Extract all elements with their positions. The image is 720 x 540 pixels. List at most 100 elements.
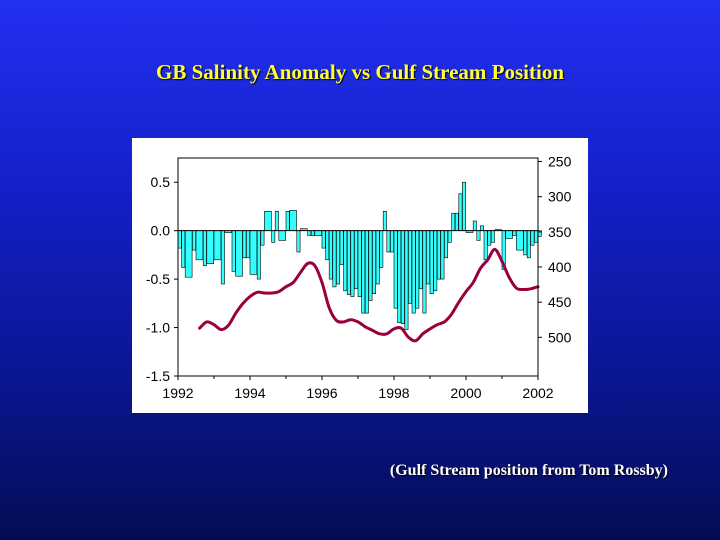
y2-tick-label: 450 (548, 294, 572, 310)
salinity-bar (429, 230, 434, 294)
slide-title: GB Salinity Anomaly vs Gulf Stream Posit… (156, 60, 564, 84)
salinity-bar (382, 211, 387, 232)
salinity-bar (397, 230, 402, 323)
salinity-bar (526, 230, 531, 259)
salinity-bar (512, 230, 517, 236)
salinity-bar (418, 230, 423, 290)
salinity-bar (411, 230, 416, 314)
salinity-bar (505, 230, 513, 239)
salinity-bar (314, 230, 323, 236)
y-tick-label: -1.0 (146, 320, 170, 336)
y-tick-label: -1.5 (146, 368, 170, 384)
salinity-bar (476, 230, 481, 241)
chart-panel: 0.5 0.0 -0.5 -1.0 -1.5 250 300 350 400 450 500 1992… (132, 138, 588, 413)
salinity-bar (242, 230, 247, 259)
salinity-bar (354, 230, 358, 290)
x-tick-label: 1996 (306, 385, 337, 401)
salinity-bar (386, 230, 391, 253)
salinity-bar (523, 230, 528, 256)
combo-chart: 0.5 0.0 -0.5 -1.0 -1.5 250 300 350 400 450 500 1992… (146, 154, 572, 401)
x-tick-label: 1994 (234, 385, 265, 401)
salinity-bar (404, 230, 409, 330)
salinity-bar (447, 230, 452, 243)
y2-tick-label: 300 (548, 189, 572, 205)
salinity-bar (249, 230, 258, 275)
y-tick-label: 0.5 (151, 174, 171, 190)
salinity-bar (350, 230, 355, 297)
salinity-bar (364, 230, 369, 314)
salinity-bar (184, 230, 193, 278)
salinity-bar (480, 225, 484, 231)
salinity-bar (454, 212, 459, 231)
salinity-bar (516, 230, 524, 251)
salinity-bar (202, 230, 207, 266)
x-tick-label: 2002 (522, 385, 553, 401)
salinity-bar (260, 230, 265, 246)
salinity-bar (235, 230, 243, 277)
salinity-bar (332, 230, 337, 288)
salinity-bar (206, 230, 215, 264)
salinity-bar (440, 230, 445, 280)
salinity-bar (343, 230, 348, 292)
salinity-bar (422, 230, 427, 314)
salinity-bar (379, 230, 384, 268)
salinity-bar (444, 230, 448, 259)
salinity-bar (472, 220, 477, 231)
salinity-bar (375, 230, 380, 285)
salinity-bar (192, 230, 197, 251)
salinity-bar (339, 230, 344, 265)
salinity-bar (274, 211, 279, 232)
salinity-bar (483, 230, 488, 261)
salinity-bar (213, 230, 222, 261)
y2-tick-label: 250 (548, 154, 572, 170)
x-tick-label: 2000 (450, 385, 481, 401)
salinity-bar (278, 230, 287, 241)
salinity-bar (433, 230, 438, 292)
salinity-bar (264, 211, 272, 232)
salinity-bar (328, 230, 333, 280)
salinity-bar (231, 230, 236, 272)
salinity-bar (357, 230, 362, 297)
salinity-bar (462, 181, 466, 231)
salinity-bar (368, 230, 373, 301)
salinity-bar (393, 230, 398, 309)
salinity-bar (271, 230, 276, 243)
salinity-bar (390, 230, 394, 253)
salinity-bar (451, 212, 456, 231)
y-tick-label: -0.5 (146, 271, 170, 287)
salinity-bar (296, 230, 301, 253)
salinity-bar (246, 230, 251, 259)
salinity-bar (415, 230, 420, 309)
salinity-bar (346, 230, 351, 295)
bars-layer (177, 181, 542, 330)
x-tick-label: 1998 (378, 385, 409, 401)
salinity-bar (487, 230, 492, 246)
salinity-bar (181, 230, 186, 268)
gulf-stream-line (198, 247, 540, 343)
source-credit: (Gulf Stream position from Tom Rossby) (389, 462, 668, 479)
salinity-bar (285, 211, 290, 232)
salinity-bar (361, 230, 366, 314)
x-tick-label: 1992 (162, 385, 193, 401)
axes-layer: 0.5 0.0 -0.5 -1.0 -1.5 250 300 350 400 450 500 1992… (146, 154, 572, 401)
salinity-bar (408, 230, 412, 304)
salinity-bar (321, 230, 326, 249)
salinity-bar (534, 230, 538, 243)
salinity-bar (458, 193, 463, 231)
salinity-bar (490, 230, 495, 243)
salinity-bar (220, 230, 225, 285)
salinity-bar (336, 230, 340, 285)
salinity-bar (310, 230, 315, 236)
line-layer (198, 247, 540, 343)
y-tick-label: 0.0 (151, 223, 171, 239)
salinity-bar (530, 230, 535, 246)
salinity-bar (426, 230, 430, 285)
salinity-bar (372, 230, 376, 294)
salinity-bar (256, 230, 261, 280)
salinity-bar (289, 210, 297, 231)
y2-tick-label: 400 (548, 259, 572, 275)
salinity-bar (195, 230, 204, 261)
salinity-bar (325, 230, 330, 261)
y2-tick-label: 350 (548, 224, 572, 240)
salinity-bar (400, 230, 405, 324)
